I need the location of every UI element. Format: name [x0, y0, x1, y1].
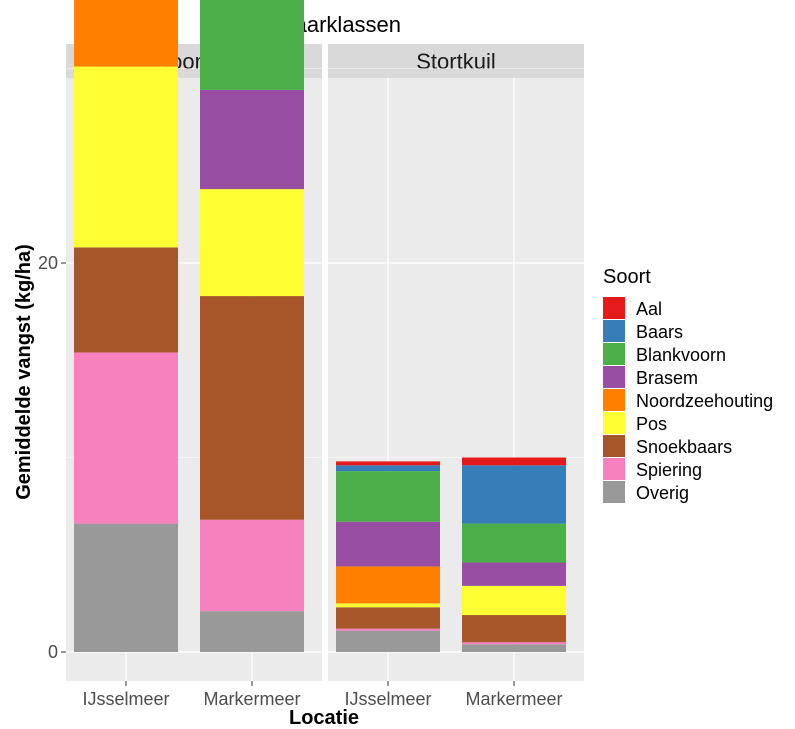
legend-swatch [603, 297, 625, 319]
legend-swatch [603, 412, 625, 434]
legend-swatch [603, 389, 625, 411]
facet-strip-label: Stortkuil [416, 49, 495, 74]
legend-item: Noordzeehouting [603, 389, 773, 411]
legend-item: Overig [603, 481, 689, 503]
bar-segment-aal [462, 457, 566, 466]
legend-swatch [603, 458, 625, 480]
y-axis-title: Gemiddelde vangst (kg/ha) [13, 244, 35, 500]
bar-segment-snoekbaars [336, 607, 440, 629]
bar-segment-noordzeehouting [74, 0, 178, 67]
legend-item: Blankvoorn [603, 343, 726, 365]
bar-segment-overig [462, 644, 566, 652]
x-axis-title: Locatie [289, 707, 359, 729]
bar-segment-brasem [336, 521, 440, 567]
y-tick-label: 20 [38, 253, 58, 273]
bar-segment-spiering [336, 628, 440, 631]
bar-segment-noordzeehouting [336, 566, 440, 604]
bar-segment-pos [200, 189, 304, 297]
legend-item: Snoekbaars [603, 435, 732, 457]
legend: Soort Aal Baars Blankvoorn Brasem Noordzeeho… [603, 266, 773, 503]
legend-label: Snoekbaars [636, 437, 732, 457]
bar-segment-brasem [462, 562, 566, 586]
bar-segment-overig [74, 523, 178, 652]
bar-segment-blankvoorn [336, 471, 440, 522]
bar-segment-baars [336, 465, 440, 472]
bar-segment-aal [336, 461, 440, 466]
bar-segment-blankvoorn [200, 0, 304, 90]
legend-swatch [603, 366, 625, 388]
legend-label: Aal [636, 299, 662, 319]
legend-label: Overig [636, 483, 689, 503]
bar-segment-overig [336, 630, 440, 652]
legend-label: Brasem [636, 368, 698, 388]
legend-label: Spiering [636, 460, 702, 480]
bar-segment-pos [336, 603, 440, 608]
legend-swatch [603, 481, 625, 503]
legend-label: Noordzeehouting [636, 391, 773, 411]
legend-swatch [603, 320, 625, 342]
x-tick-label: IJsselmeer [82, 689, 169, 709]
legend-item: Pos [603, 412, 667, 434]
legend-item: Baars [603, 320, 683, 342]
bar-segment-pos [462, 585, 566, 616]
legend-label: Baars [636, 322, 683, 342]
legend-title: Soort [603, 266, 651, 288]
bar-segment-overig [200, 611, 304, 652]
bar-segment-baars [462, 465, 566, 524]
legend-item: Brasem [603, 366, 698, 388]
legend-swatch [603, 343, 625, 365]
bar-segment-blankvoorn [462, 523, 566, 563]
bar-segment-snoekbaars [74, 247, 178, 353]
facet-strip [328, 44, 584, 78]
bar-segment-spiering [74, 352, 178, 524]
bar-segment-pos [74, 66, 178, 248]
y-tick-label: 0 [48, 642, 58, 662]
legend-swatch [603, 435, 625, 457]
legend-item: Aal [603, 297, 662, 319]
legend-items: Aal Baars Blankvoorn Brasem Noordzeehouting P… [603, 297, 773, 503]
bar-segment-snoekbaars [200, 296, 304, 520]
bar-segment-brasem [200, 89, 304, 190]
bar-segment-snoekbaars [462, 615, 566, 643]
x-tick-label: IJsselmeer [344, 689, 431, 709]
legend-item: Spiering [603, 458, 702, 480]
x-tick-label: Markermeer [203, 689, 300, 709]
legend-label: Pos [636, 414, 667, 434]
bar-segment-spiering [200, 519, 304, 612]
facet-panel: Stortkuil IJsselmeer Markermeer [328, 44, 584, 709]
bar-segment-spiering [462, 642, 566, 645]
legend-label: Blankvoorn [636, 345, 726, 365]
y-axis: 02040 [38, 253, 66, 662]
x-tick-label: Markermeer [465, 689, 562, 709]
